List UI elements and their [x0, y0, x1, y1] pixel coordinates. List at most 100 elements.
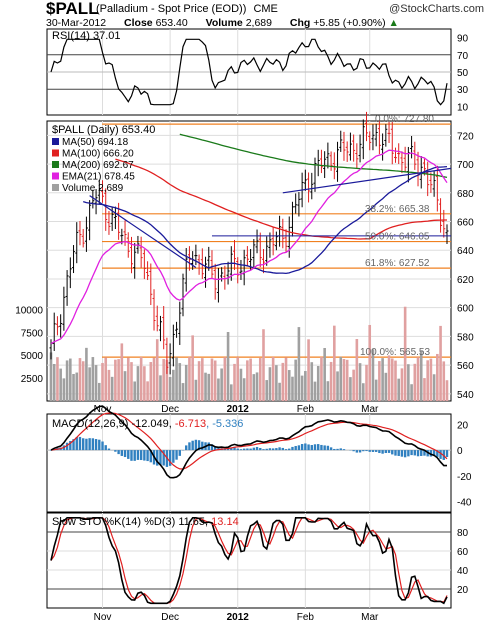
- legend-swatch: [52, 161, 59, 168]
- volume-bar: [313, 381, 317, 401]
- macd-hist-bar: [294, 445, 297, 451]
- volume-bar: [75, 372, 79, 401]
- volume-bar: [210, 358, 214, 401]
- macd-hist-bar: [265, 448, 268, 451]
- volume-bar: [361, 383, 365, 401]
- macd-hist-bar: [191, 440, 194, 451]
- volume-bar: [155, 339, 159, 401]
- volume-bar: [252, 374, 256, 401]
- macd-hist-bar: [104, 445, 107, 451]
- macd-hist-bar: [72, 439, 75, 451]
- macd-hist-bar: [156, 450, 159, 466]
- chg-label: Chg: [289, 17, 311, 29]
- volume-bar: [374, 379, 378, 401]
- macd-hist-bar: [432, 450, 436, 457]
- volume-value: 2,689: [245, 17, 272, 29]
- price-tick-label: 640: [457, 246, 474, 257]
- legend-swatch: [52, 149, 59, 157]
- volume-bar: [104, 357, 108, 401]
- volume-bar: [107, 369, 111, 401]
- volume-bar: [72, 373, 75, 401]
- volume-bar: [410, 384, 413, 401]
- ema21-line: [50, 149, 448, 345]
- volume-bar: [194, 379, 198, 401]
- macd-hist-bar: [300, 444, 304, 451]
- volume-bar: [407, 364, 410, 401]
- sto-tick-label: 60: [457, 547, 469, 558]
- fib-label: 61.8%: 627.52: [365, 258, 430, 269]
- volume-bar: [336, 371, 339, 401]
- volume-bar: [120, 343, 124, 401]
- rsi-tick-label: 70: [457, 51, 469, 62]
- macd-hist-bar: [362, 450, 365, 452]
- volume-bar: [432, 374, 436, 401]
- volume-bar: [146, 381, 149, 401]
- macd-hist-bar: [117, 450, 120, 455]
- volume-bar: [85, 347, 88, 401]
- x-axis-label-bottom: 2012: [227, 612, 250, 623]
- volume-bar: [130, 362, 133, 401]
- macd-hist-bar: [136, 450, 140, 460]
- legend-label: MA(100) 666.20: [62, 149, 134, 160]
- macd-hist-bar: [178, 450, 181, 456]
- volume-bar: [307, 339, 310, 401]
- macd-hist-bar: [120, 450, 124, 456]
- volume-bar: [220, 368, 223, 401]
- ma200-line: [179, 133, 448, 179]
- macd-hist-bar: [259, 447, 262, 451]
- volume-bar: [323, 348, 326, 401]
- macd-hist-bar: [320, 444, 323, 451]
- volume-bar: [291, 376, 294, 401]
- volume-bar: [287, 370, 291, 401]
- volume-bar: [139, 357, 143, 401]
- macd-hist-bar: [352, 450, 355, 452]
- macd-hist-bar: [226, 448, 230, 451]
- macd-hist-bar: [246, 448, 249, 451]
- volume-bar: [59, 368, 62, 401]
- price-tick-label: 560: [457, 361, 474, 372]
- macd-hist-bar: [329, 447, 333, 451]
- x-axis-label-bottom: Mar: [361, 612, 379, 623]
- price-tick-label: 540: [457, 390, 474, 401]
- macd-hist-bar: [81, 438, 85, 451]
- macd-hist-bar: [326, 445, 330, 451]
- trendline-down: [89, 195, 197, 268]
- macd-hist-bar: [172, 450, 175, 463]
- macd-hist-bar: [262, 449, 265, 451]
- description-text: (Palladium - Spot Price (EOD)): [96, 3, 247, 15]
- macd-hist-bar: [94, 439, 98, 451]
- macd-hist-bar: [400, 450, 404, 457]
- volume-bar: [229, 384, 233, 401]
- volume-bar: [268, 367, 272, 401]
- macd-hist-bar: [413, 450, 417, 456]
- ma50-line: [83, 165, 448, 275]
- macd-hist-bar: [365, 450, 368, 452]
- rsi-line: [50, 38, 448, 106]
- macd-hist-bar: [133, 450, 136, 461]
- volume-bar: [271, 357, 275, 401]
- macd-hist-bar: [323, 445, 326, 451]
- macd-hist-bar: [387, 450, 391, 453]
- volume-bar: [213, 360, 217, 401]
- sto-k-line: [50, 517, 448, 605]
- x-axis-label: Feb: [297, 404, 315, 415]
- volume-bar: [381, 358, 384, 401]
- volume-bar: [400, 368, 404, 401]
- symbol-title: $PALL: [46, 0, 99, 18]
- macd-tick-label: 0: [457, 446, 463, 457]
- volume-bar: [217, 378, 220, 401]
- volume-bar: [162, 359, 165, 401]
- macd-hist-bar: [420, 450, 423, 456]
- price-tick-label: 620: [457, 275, 474, 286]
- volume-bar: [349, 377, 352, 401]
- price-tick-label: 660: [457, 218, 474, 229]
- exchange-text: CME: [253, 3, 278, 15]
- volume-bar: [152, 357, 156, 401]
- x-axis-label-bottom: Dec: [161, 612, 179, 623]
- volume-bar: [149, 362, 153, 401]
- legend-swatch: [52, 184, 59, 191]
- macd-hist-bar: [239, 449, 243, 451]
- macd-hist-bar: [233, 447, 236, 451]
- legend-label: MA(200) 692.67: [62, 160, 134, 171]
- fib-label: 50.0%: 646.05: [365, 232, 430, 243]
